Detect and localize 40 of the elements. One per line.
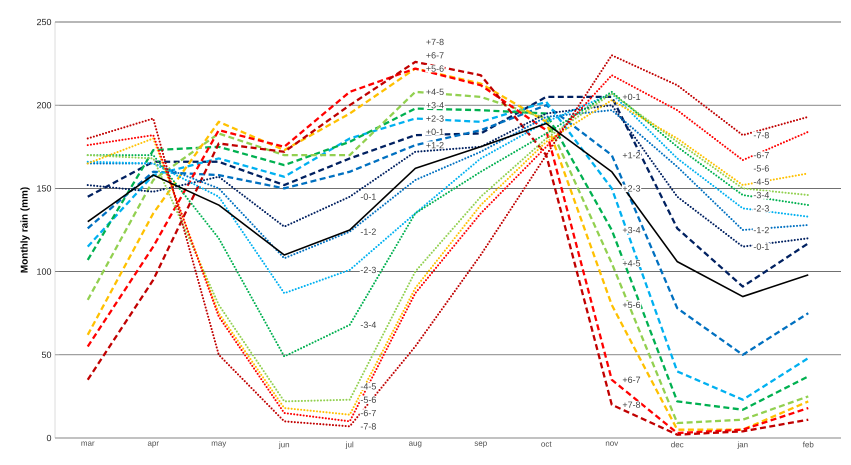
line-series	[86, 122, 810, 298]
series-label: +0-1	[426, 128, 444, 136]
series-label: +2-3	[426, 115, 444, 122]
text: +3-4	[622, 226, 640, 234]
series-label: -6-7	[754, 152, 769, 158]
text: -1-2	[360, 228, 376, 235]
series-label: -7-8	[754, 132, 769, 138]
series-label: -5-6	[360, 396, 376, 403]
series-label: -4-5	[360, 383, 376, 390]
text: +4-5	[622, 260, 640, 266]
y-tick-label: 0	[46, 434, 52, 442]
series-label: +6-7	[622, 376, 640, 383]
series-label: -2-3	[754, 205, 769, 212]
text: -4-5	[754, 178, 769, 185]
text: -7-8	[360, 423, 376, 430]
text: +7-8	[426, 38, 444, 46]
y-tick-label: 150	[37, 185, 52, 192]
text: +1-2	[622, 152, 640, 158]
series-label: +5-6	[426, 65, 444, 72]
text: +0-1	[622, 94, 640, 100]
series-label: +4-5	[426, 88, 444, 96]
text: +5-6	[622, 302, 640, 308]
y-axis-title: Monthly rain (mm)	[20, 187, 30, 272]
series-label: +1-2	[426, 142, 444, 148]
text: +6-7	[426, 52, 444, 58]
text: -0-1	[360, 194, 376, 200]
y-tick-label: 200	[36, 102, 52, 108]
text: +2-3	[622, 185, 640, 192]
series-label: -0-1	[754, 243, 769, 250]
text: -2-3	[360, 266, 376, 274]
text: -6-7	[360, 410, 376, 416]
text: -3-4	[360, 322, 376, 328]
y-tick-label: 50	[42, 352, 52, 358]
series-label: +3-4	[426, 102, 444, 108]
y-tick-label: 100	[37, 268, 52, 275]
series-label: -1-2	[754, 226, 769, 234]
series-label: +7-8	[622, 402, 640, 408]
y-tick-label: 250	[36, 18, 52, 26]
text: -5-6	[754, 165, 769, 172]
series-label: -3-4	[754, 192, 770, 198]
